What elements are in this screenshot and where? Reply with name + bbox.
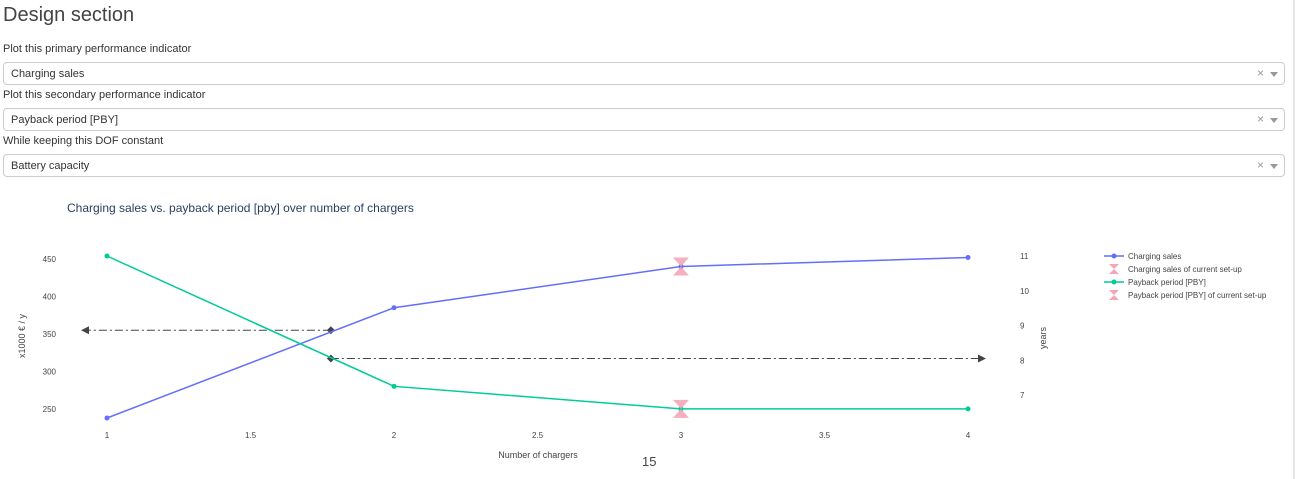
legend-label: Charging sales of current set-up xyxy=(1128,265,1242,274)
chart-title: Charging sales vs. payback period [pby] … xyxy=(67,201,414,215)
data-point xyxy=(104,415,110,421)
axis-ticks: 1 1.5 2 2.5 3 3.5 4 250 300 350 400 450 7 8 9 10 11 xyxy=(43,252,1030,440)
performance-chart[interactable]: Charging sales vs. payback period [pby] … xyxy=(0,190,1295,479)
y-tick-label: 350 xyxy=(43,330,57,339)
data-point xyxy=(965,406,971,412)
scrollbar[interactable] xyxy=(1293,0,1295,479)
x-tick-label: 3 xyxy=(679,431,684,440)
y-axis-label: x1000 € / y xyxy=(17,313,27,358)
chevron-down-icon[interactable] xyxy=(1270,72,1278,77)
x-tick-label: 1.5 xyxy=(245,431,257,440)
current-setup-marker xyxy=(673,399,689,418)
y2-axis-label: years xyxy=(1038,327,1048,350)
primary-indicator-value: Charging sales xyxy=(11,68,85,80)
y-tick-label: 300 xyxy=(43,368,57,377)
constant-dof-label: While keeping this DOF constant xyxy=(3,135,164,147)
clear-icon[interactable]: × xyxy=(1256,66,1264,80)
secondary-indicator-value: Payback period [PBY] xyxy=(11,114,119,126)
data-point xyxy=(678,406,684,412)
legend-label: Payback period [PBY] of current set-up xyxy=(1128,291,1267,300)
legend-symbol xyxy=(1111,253,1117,259)
y2-tick-label: 11 xyxy=(1020,252,1029,261)
clear-icon[interactable]: × xyxy=(1256,158,1264,172)
x-tick-label: 4 xyxy=(966,431,971,440)
x-tick-label: 1 xyxy=(105,431,110,440)
legend-symbol xyxy=(1109,264,1119,274)
data-point xyxy=(391,383,397,389)
current-setup-marker xyxy=(673,257,689,276)
y-tick-label: 400 xyxy=(43,293,57,302)
y-tick-label: 250 xyxy=(43,405,57,414)
legend-symbol xyxy=(1109,290,1119,300)
y2-tick-label: 9 xyxy=(1020,322,1025,331)
page-title: Design section xyxy=(3,4,135,26)
x-axis-label: Number of chargers xyxy=(498,450,578,460)
arrow-head xyxy=(81,326,89,335)
constant-dof-value: Battery capacity xyxy=(11,160,90,172)
primary-indicator-dropdown[interactable]: Charging sales × xyxy=(3,62,1285,85)
legend-symbol xyxy=(1111,279,1117,285)
clear-icon[interactable]: × xyxy=(1256,112,1264,126)
x-tick-label: 2 xyxy=(392,431,397,440)
guide-lines xyxy=(81,326,986,363)
series-line xyxy=(106,256,969,419)
legend-label: Payback period [PBY] xyxy=(1128,278,1206,287)
x-tick-label: 2.5 xyxy=(532,431,544,440)
primary-indicator-label: Plot this primary performance indicator xyxy=(3,43,192,55)
series-line xyxy=(106,255,968,410)
chevron-down-icon[interactable] xyxy=(1270,164,1278,169)
constant-dof-dropdown[interactable]: Battery capacity × xyxy=(3,154,1285,177)
data-point xyxy=(391,305,397,311)
y2-tick-label: 8 xyxy=(1020,356,1025,365)
data-point xyxy=(104,253,110,259)
legend-label: Charging sales xyxy=(1128,252,1181,261)
y2-tick-label: 7 xyxy=(1020,391,1025,400)
secondary-indicator-label: Plot this secondary performance indicato… xyxy=(3,89,206,101)
data-point xyxy=(678,264,684,269)
series-layer xyxy=(104,253,971,421)
x-tick-label: 3.5 xyxy=(819,431,831,440)
chevron-down-icon[interactable] xyxy=(1270,118,1278,123)
secondary-indicator-dropdown[interactable]: Payback period [PBY] × xyxy=(3,108,1285,131)
data-point xyxy=(965,255,971,260)
y-tick-label: 450 xyxy=(43,255,57,264)
y2-tick-label: 10 xyxy=(1020,287,1029,296)
page-number: 15 xyxy=(642,454,657,469)
chart-legend[interactable]: Charging sales Charging sales of current … xyxy=(1104,252,1267,300)
arrow-head xyxy=(978,354,986,363)
